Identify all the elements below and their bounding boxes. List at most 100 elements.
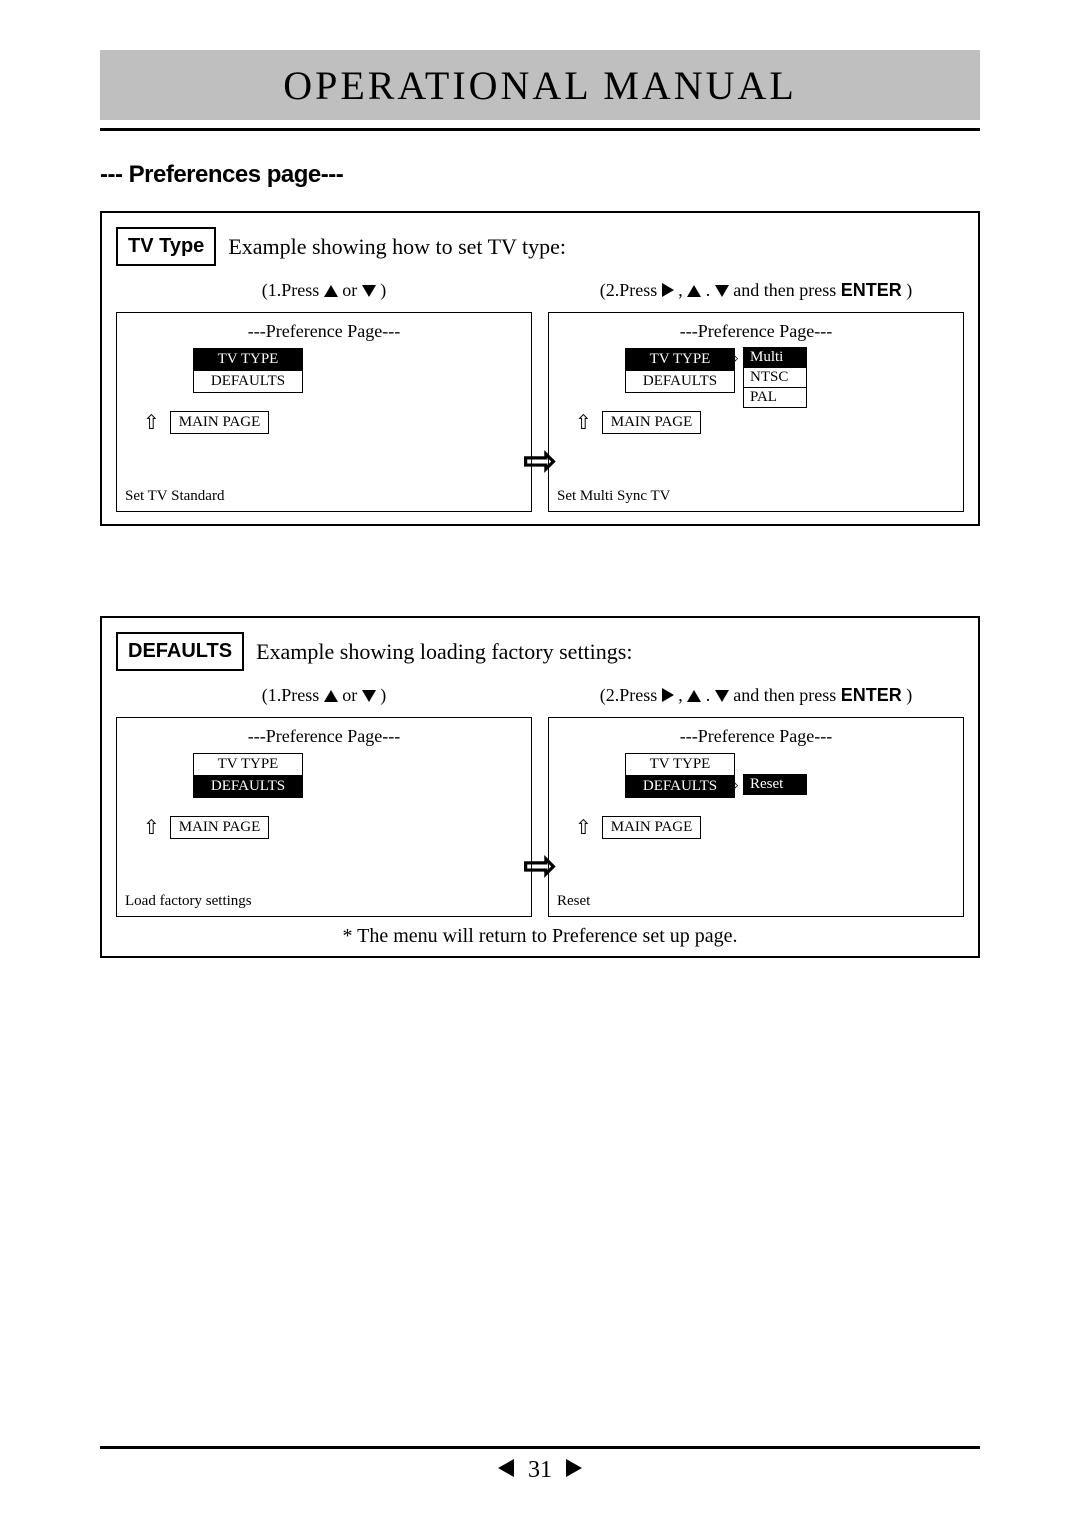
enter-label: ENTER [841, 685, 902, 705]
triangle-down-icon [715, 686, 729, 707]
triangle-up-icon [687, 281, 701, 302]
menu-footer: Set Multi Sync TV [557, 488, 670, 505]
home-icon: ⇧ [143, 818, 160, 838]
step1-instruction: (1.Press or ) [116, 685, 532, 707]
main-page-button: MAIN PAGE [170, 411, 270, 434]
home-icon: ⇧ [575, 818, 592, 838]
page-number: 31 [528, 1457, 552, 1484]
enter-label: ENTER [841, 280, 902, 300]
tv-type-desc: Example showing how to set TV type: [228, 234, 566, 260]
menu-item-defaults: DEFAULTS [193, 371, 303, 393]
big-arrow-icon: ⇨ [523, 437, 557, 484]
menu-item-tvtype: TV TYPE [193, 753, 303, 776]
section-title: --- Preferences page--- [100, 161, 980, 189]
tv-submenu: Multi NTSC PAL [743, 347, 807, 408]
triangle-down-icon [362, 281, 376, 302]
defaults-desc: Example showing loading factory settings… [256, 639, 632, 665]
step-col-left: (1.Press or ) ---Preference Page--- TV T… [116, 280, 540, 512]
step-col-left: (1.Press or ) ---Preference Page--- TV T… [116, 685, 540, 917]
example-header: TV Type Example showing how to set TV ty… [116, 227, 964, 266]
menu-footer: Load factory settings [125, 893, 252, 910]
menu-footer: Reset [557, 893, 590, 910]
pager: 31 [0, 1446, 1080, 1484]
step1-text-c: ) [380, 685, 386, 705]
menu-title: ---Preference Page--- [557, 321, 955, 342]
step1-text-c: ) [380, 280, 386, 300]
menu-item-tvtype: TV TYPE [625, 348, 735, 371]
submenu-item-ntsc: NTSC [743, 368, 807, 388]
triangle-down-icon [715, 281, 729, 302]
step2-text-b: , [678, 280, 687, 300]
menu-card-def-right: ---Preference Page--- TV TYPE DEFAULTS ⇨… [548, 717, 964, 917]
example-header: DEFAULTS Example showing loading factory… [116, 632, 964, 671]
footnote: * The menu will return to Preference set… [116, 925, 964, 948]
main-page-button: MAIN PAGE [602, 816, 702, 839]
step2-text-e: ) [906, 280, 912, 300]
home-icon: ⇧ [575, 413, 592, 433]
step2-text-d: and then press [733, 280, 840, 300]
header-rule [100, 128, 980, 131]
triangle-up-icon [324, 281, 338, 302]
menu-item-tvtype: TV TYPE [625, 753, 735, 776]
big-arrow-icon: ⇨ [523, 842, 557, 889]
menu-main-row: ⇧ MAIN PAGE [575, 816, 955, 839]
pager-inner: 31 [0, 1457, 1080, 1484]
main-page-button: MAIN PAGE [602, 411, 702, 434]
menu-item-defaults: DEFAULTS [625, 776, 735, 798]
steps-row: (1.Press or ) ---Preference Page--- TV T… [116, 280, 964, 512]
page: OPERATIONAL MANUAL --- Preferences page-… [0, 0, 1080, 1524]
home-icon: ⇧ [143, 413, 160, 433]
triangle-down-icon [362, 686, 376, 707]
submenu-item-reset: Reset [743, 774, 807, 795]
step2-text-c: . [706, 685, 715, 705]
menu-item-tvtype: TV TYPE [193, 348, 303, 371]
tv-type-example: TV Type Example showing how to set TV ty… [100, 211, 980, 526]
step2-text-d: and then press [733, 685, 840, 705]
step1-text-b: or [342, 280, 362, 300]
menu-main-row: ⇧ MAIN PAGE [575, 411, 955, 434]
menu-card-def-left: ---Preference Page--- TV TYPE DEFAULTS ⇧… [116, 717, 532, 917]
step1-text-a: (1.Press [262, 685, 320, 705]
step2-text-b: , [678, 685, 687, 705]
step2-text-e: ) [906, 685, 912, 705]
submenu-arrow-icon: ⇨ [727, 351, 739, 368]
def-submenu: Reset [743, 774, 807, 795]
menu-items: TV TYPE DEFAULTS [193, 753, 523, 798]
menu-title: ---Preference Page--- [125, 321, 523, 342]
next-page-icon [566, 1457, 582, 1484]
header-band: OPERATIONAL MANUAL [100, 50, 980, 120]
menu-footer: Set TV Standard [125, 488, 224, 505]
triangle-up-icon [324, 686, 338, 707]
menu-card-tv-left: ---Preference Page--- TV TYPE DEFAULTS ⇧… [116, 312, 532, 512]
main-page-button: MAIN PAGE [170, 816, 270, 839]
tv-type-label: TV Type [116, 227, 216, 266]
menu-item-defaults: DEFAULTS [193, 776, 303, 798]
submenu-item-multi: Multi [743, 347, 807, 368]
defaults-label: DEFAULTS [116, 632, 244, 671]
menu-main-row: ⇧ MAIN PAGE [143, 816, 523, 839]
triangle-up-icon [687, 686, 701, 707]
page-title: OPERATIONAL MANUAL [283, 62, 797, 109]
menu-card-tv-right: ---Preference Page--- TV TYPE DEFAULTS ⇨… [548, 312, 964, 512]
menu-main-row: ⇧ MAIN PAGE [143, 411, 523, 434]
step2-instruction: (2.Press , . and then press ENTER ) [548, 280, 964, 302]
submenu-arrow-icon: ⇨ [727, 778, 739, 795]
submenu-item-pal: PAL [743, 388, 807, 408]
menu-title: ---Preference Page--- [557, 726, 955, 747]
step2-instruction: (2.Press , . and then press ENTER ) [548, 685, 964, 707]
triangle-right-icon [662, 686, 674, 707]
pager-rule [100, 1446, 980, 1449]
step2-text-a: (2.Press [600, 280, 662, 300]
step1-text-a: (1.Press [262, 280, 320, 300]
steps-row: (1.Press or ) ---Preference Page--- TV T… [116, 685, 964, 917]
triangle-right-icon [662, 281, 674, 302]
defaults-example: DEFAULTS Example showing loading factory… [100, 616, 980, 958]
prev-page-icon [498, 1457, 514, 1484]
step1-text-b: or [342, 685, 362, 705]
menu-title: ---Preference Page--- [125, 726, 523, 747]
step-col-right: (2.Press , . and then press ENTER ) ---P… [540, 280, 964, 512]
step2-text-c: . [706, 280, 715, 300]
menu-items: TV TYPE DEFAULTS [193, 348, 523, 393]
menu-item-defaults: DEFAULTS [625, 371, 735, 393]
step1-instruction: (1.Press or ) [116, 280, 532, 302]
